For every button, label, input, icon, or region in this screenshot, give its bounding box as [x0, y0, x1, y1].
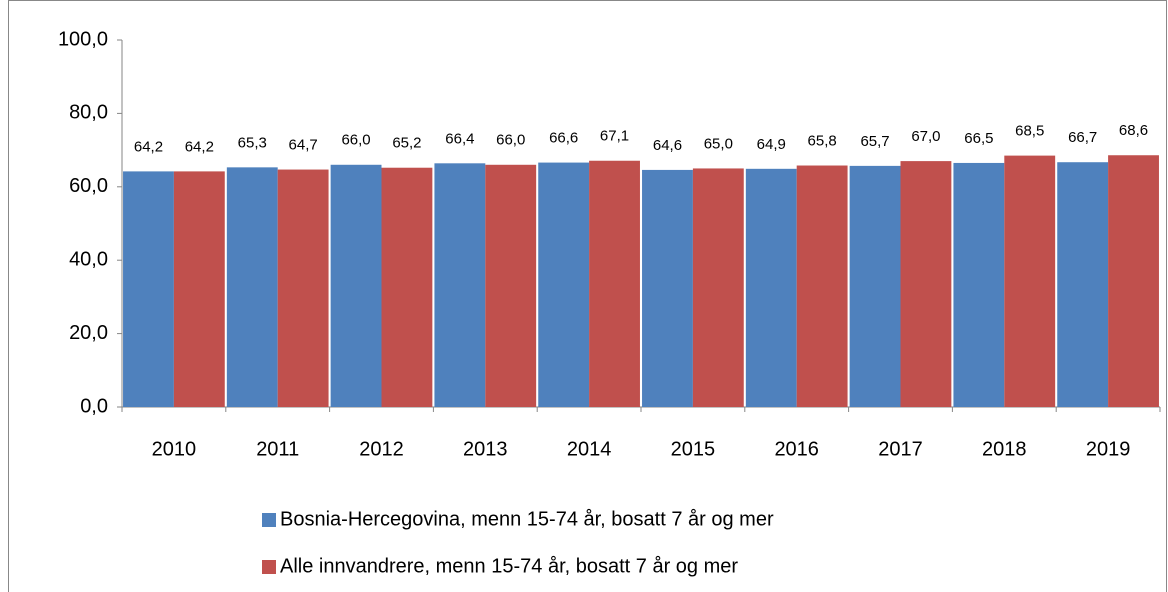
bar [1004, 155, 1056, 407]
value-label: 65,8 [808, 132, 837, 149]
legend-swatch [262, 560, 276, 574]
value-label: 65,3 [238, 134, 267, 151]
y-tick-label: 20,0 [69, 322, 108, 344]
x-tick-label: 2013 [463, 438, 508, 460]
x-tick-label: 2012 [359, 438, 404, 460]
bar [642, 169, 693, 407]
bar [381, 167, 433, 407]
value-label: 65,7 [860, 133, 889, 150]
bar [277, 169, 329, 407]
value-label: 67,1 [600, 128, 629, 145]
bar [953, 162, 1005, 407]
value-label: 66,0 [496, 132, 525, 149]
x-tick-label: 2015 [671, 438, 716, 460]
value-label: 64,6 [653, 137, 682, 154]
bar [849, 165, 901, 407]
bar [123, 171, 174, 407]
value-label: 64,9 [757, 136, 786, 153]
legend-swatch [262, 513, 276, 527]
y-tick-label: 0,0 [80, 395, 108, 417]
value-label: 68,5 [1015, 123, 1044, 140]
value-label: 66,6 [549, 130, 578, 147]
bar [434, 163, 486, 407]
bar [900, 161, 952, 407]
value-label: 67,0 [911, 128, 940, 145]
x-tick-label: 2010 [152, 438, 197, 460]
value-label: 66,4 [445, 130, 474, 147]
x-tick-label: 2017 [878, 438, 923, 460]
bar [1108, 155, 1159, 407]
y-tick-label: 60,0 [69, 175, 108, 197]
legend-label: Alle innvandrere, menn 15-74 år, bosatt … [280, 555, 738, 577]
value-label: 65,2 [392, 135, 421, 152]
value-label: 65,0 [704, 135, 733, 152]
value-label: 64,2 [134, 138, 163, 155]
legend-label: Bosnia-Hercegovina, menn 15-74 år, bosat… [280, 508, 774, 530]
value-label: 66,0 [341, 132, 370, 149]
value-label: 64,2 [185, 138, 214, 155]
value-label: 66,5 [964, 130, 993, 147]
bar [485, 164, 537, 407]
y-tick-label: 80,0 [69, 102, 108, 124]
y-tick-label: 100,0 [58, 28, 108, 50]
bar [796, 165, 848, 407]
x-tick-label: 2018 [982, 438, 1027, 460]
x-tick-label: 2019 [1086, 438, 1131, 460]
value-label: 68,6 [1119, 122, 1148, 139]
bar [692, 168, 744, 407]
bar [226, 167, 278, 407]
bar [589, 160, 640, 407]
bar [1057, 162, 1109, 407]
bar [538, 162, 590, 407]
x-tick-label: 2014 [567, 438, 612, 460]
bar [173, 171, 225, 407]
bar [745, 168, 797, 407]
x-tick-label: 2011 [256, 438, 299, 460]
value-label: 66,7 [1068, 129, 1097, 146]
bar [330, 164, 382, 407]
value-label: 64,7 [289, 137, 318, 154]
x-tick-label: 2016 [774, 438, 819, 460]
y-tick-label: 40,0 [69, 248, 108, 270]
